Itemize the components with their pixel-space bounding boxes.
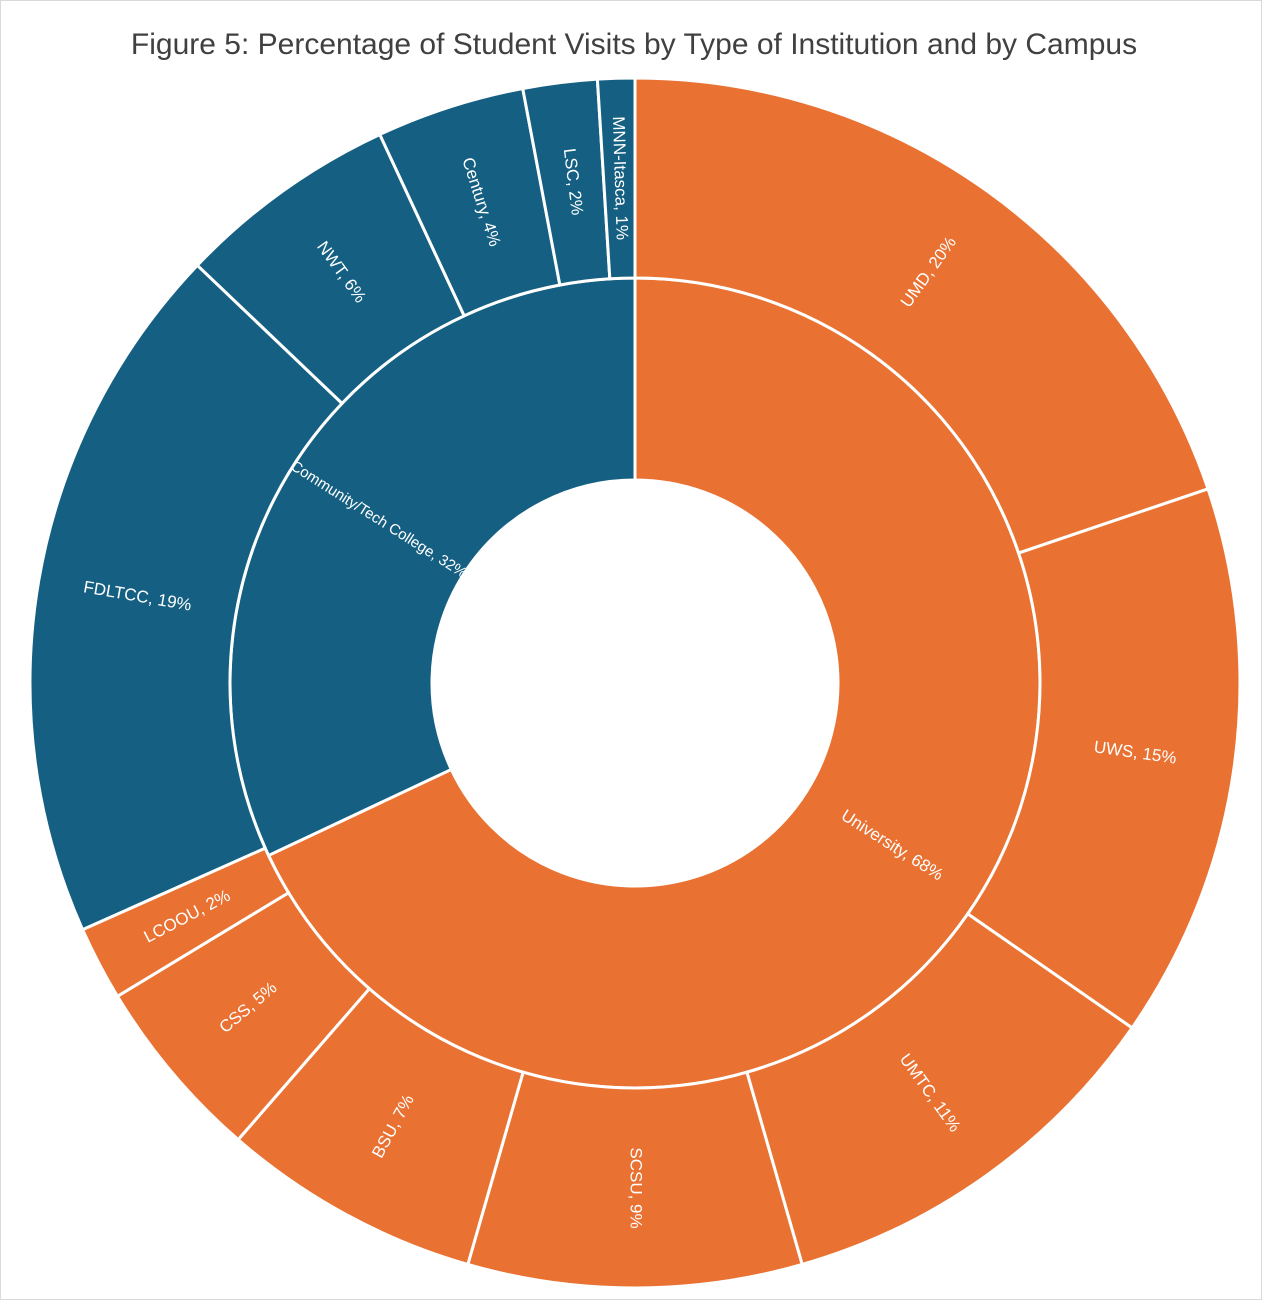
outer-slice — [595, 76, 637, 281]
outer-slice — [965, 486, 1242, 1030]
slice-label: SCSU, 9% — [627, 1147, 646, 1228]
slice-label: MNN-Itasca, 1% — [609, 116, 632, 240]
chart-title: Figure 5: Percentage of Student Visits b… — [131, 28, 1137, 61]
rings — [28, 76, 1242, 1290]
outer-slice — [633, 76, 1210, 555]
outer-slice — [28, 263, 345, 932]
